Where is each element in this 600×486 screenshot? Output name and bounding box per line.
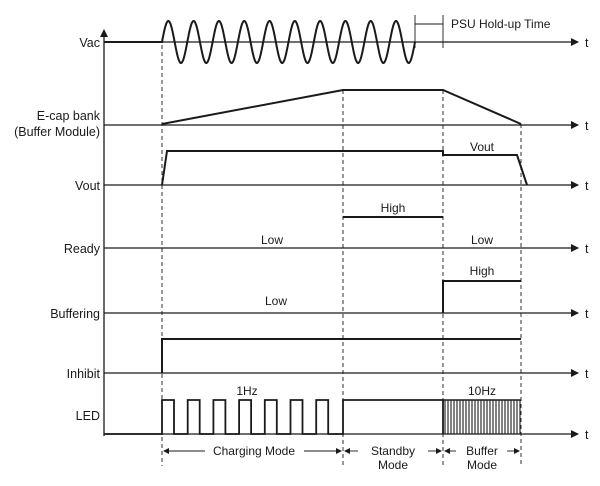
ready-low-label-1: Low (261, 233, 283, 247)
led-1hz-label: 1Hz (236, 384, 257, 398)
vout-waveform (161, 150, 528, 186)
t-label-buffering: t (585, 307, 589, 321)
signal-label-ecap-line2: (Buffer Module) (14, 125, 100, 139)
vout-buffer-label: Vout (470, 140, 495, 154)
buffer-mode-label-line2: Mode (467, 458, 497, 472)
signal-label-ready: Ready (64, 242, 101, 256)
signal-label-buffering: Buffering (50, 307, 100, 321)
ecap-waveform (161, 89, 522, 125)
buffering-low-label: Low (265, 294, 287, 308)
inhibit-waveform (161, 338, 521, 373)
ready-low-label-2: Low (471, 233, 493, 247)
signal-label-ecap-line1: E-cap bank (37, 109, 101, 123)
vac-waveform (104, 20, 416, 64)
psu-holdup-marker (414, 15, 444, 48)
t-label-ready: t (585, 242, 589, 256)
time-axes (104, 38, 579, 438)
ready-high-label: High (381, 201, 406, 215)
psu-holdup-label: PSU Hold-up Time (451, 17, 551, 31)
signal-label-led: LED (76, 409, 100, 423)
standby-mode-label-line2: Mode (378, 458, 408, 472)
mode-guide-lines (161, 38, 522, 466)
axis-t-labels: t t t t t t t (585, 36, 589, 442)
buffering-waveform (442, 280, 521, 313)
standby-mode-label-line1: Standby (371, 444, 415, 458)
led-10hz-waveform (443, 399, 521, 434)
charging-mode-label: Charging Mode (213, 444, 295, 458)
signal-label-inhibit: Inhibit (67, 367, 101, 381)
signal-label-vout: Vout (75, 179, 101, 193)
t-label-inhibit: t (585, 367, 589, 381)
buffer-mode-label-line1: Buffer (466, 444, 498, 458)
t-label-ecap: t (585, 119, 589, 133)
led-10hz-label: 10Hz (468, 384, 496, 398)
t-label-led: t (585, 428, 589, 442)
signal-labels: Vac E-cap bank (Buffer Module) Vout Read… (14, 36, 101, 423)
t-label-vac: t (585, 36, 589, 50)
signal-label-vac: Vac (79, 36, 100, 50)
led-waveform (104, 399, 444, 435)
buffering-high-label: High (470, 264, 495, 278)
t-label-vout: t (585, 179, 589, 193)
